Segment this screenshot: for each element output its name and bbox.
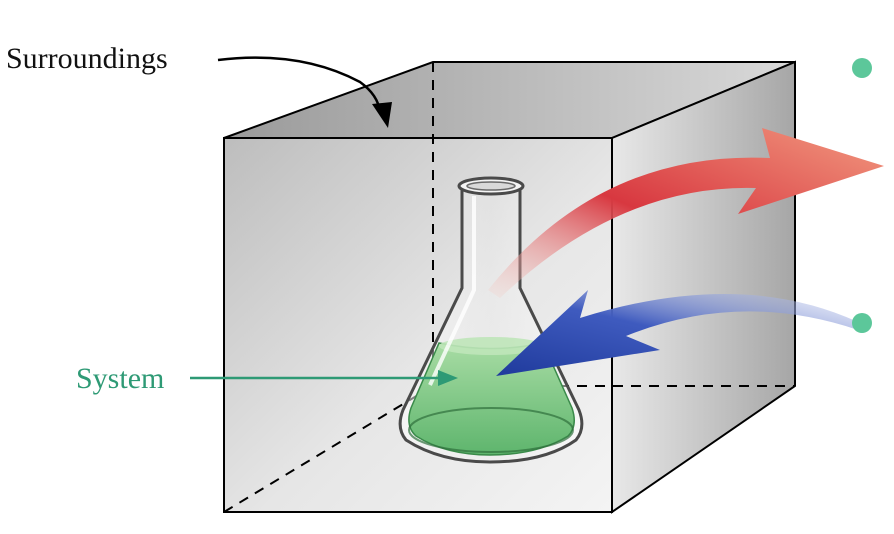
heat-in-arrow: [496, 290, 858, 376]
erlenmeyer-flask-icon: [398, 176, 584, 464]
system-pointer: [190, 370, 458, 386]
liquid-surface: [439, 337, 543, 355]
flask-base-rim: [408, 407, 574, 453]
cube-side-face: [611, 60, 796, 514]
surroundings-label: Surroundings: [6, 42, 168, 75]
circle-bullet-icon: [852, 58, 872, 78]
surroundings-pointer: [217, 56, 392, 128]
heat-out-arrow: [488, 128, 884, 298]
circle-bullet-icon: [852, 313, 872, 333]
system-label: System: [76, 362, 165, 395]
